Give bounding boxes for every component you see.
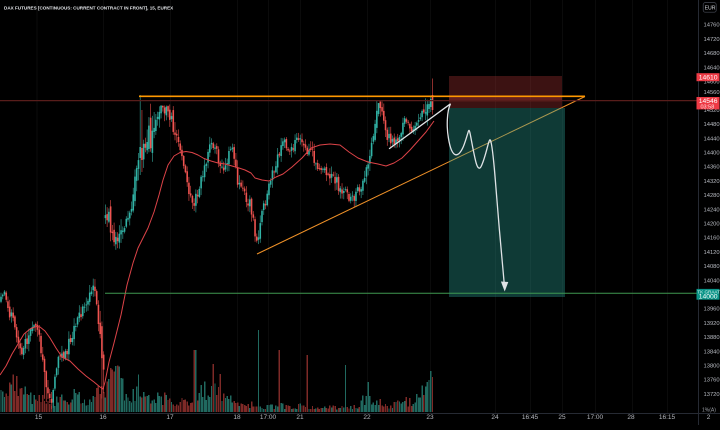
- svg-text:28: 28: [627, 414, 635, 421]
- svg-text:16:45: 16:45: [522, 414, 539, 421]
- svg-text:23: 23: [426, 414, 434, 421]
- svg-text:14720: 14720: [704, 37, 720, 43]
- svg-text:14440: 14440: [704, 136, 720, 142]
- svg-text:21: 21: [296, 414, 304, 421]
- svg-text:14480: 14480: [704, 122, 720, 128]
- svg-text:13800: 13800: [704, 364, 720, 370]
- svg-text:14520: 14520: [704, 108, 720, 114]
- svg-text:13880: 13880: [704, 335, 720, 341]
- svg-text:14160: 14160: [704, 236, 720, 242]
- svg-text:13760: 13760: [704, 378, 720, 384]
- svg-text:EUR: EUR: [705, 5, 716, 11]
- svg-text:14760: 14760: [704, 23, 720, 29]
- svg-text:13960: 13960: [704, 307, 720, 313]
- svg-text:14600: 14600: [704, 80, 720, 86]
- svg-text:24: 24: [491, 414, 499, 421]
- svg-text:14080: 14080: [704, 264, 720, 270]
- svg-text:TK GRAAT: TK GRAAT: [697, 289, 720, 294]
- svg-text:13720: 13720: [704, 392, 720, 398]
- svg-text:14040: 14040: [704, 278, 720, 284]
- svg-text:14000: 14000: [699, 294, 718, 301]
- svg-text:14546: 14546: [699, 98, 718, 105]
- svg-text:14360: 14360: [704, 165, 720, 171]
- svg-text:1%(A): 1%(A): [702, 408, 716, 414]
- svg-text:15: 15: [35, 414, 43, 421]
- svg-text:14640: 14640: [704, 65, 720, 71]
- svg-text:14240: 14240: [704, 207, 720, 213]
- svg-text:14120: 14120: [704, 250, 720, 256]
- svg-text:13920: 13920: [704, 321, 720, 327]
- svg-text:14200: 14200: [704, 222, 720, 228]
- svg-text:14320: 14320: [704, 179, 720, 185]
- svg-text:14400: 14400: [704, 151, 720, 157]
- svg-text:14560: 14560: [704, 90, 720, 96]
- svg-text:14680: 14680: [704, 51, 720, 57]
- svg-text:DAX FUTURES [CONTINUOUS: CURRE: DAX FUTURES [CONTINUOUS: CURRENT CONTRAC…: [4, 5, 174, 10]
- svg-text:14280: 14280: [704, 193, 720, 199]
- svg-text:16: 16: [99, 414, 107, 421]
- svg-text:18: 18: [233, 414, 241, 421]
- svg-text:17:00: 17:00: [587, 414, 604, 421]
- svg-text:17:00: 17:00: [260, 414, 277, 421]
- svg-text:25: 25: [558, 414, 566, 421]
- svg-text:22: 22: [363, 414, 371, 421]
- svg-text:2: 2: [707, 414, 711, 421]
- svg-text:16:15: 16:15: [659, 414, 676, 421]
- svg-text:17: 17: [166, 414, 174, 421]
- svg-text:13840: 13840: [704, 349, 720, 355]
- svg-text:14610: 14610: [699, 75, 718, 82]
- svg-text:03:58: 03:58: [701, 104, 715, 110]
